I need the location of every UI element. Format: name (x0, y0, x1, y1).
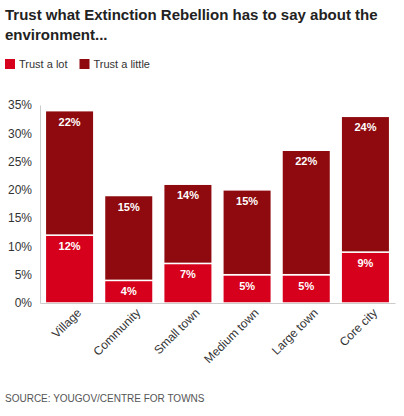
y-tick-label: 15% (8, 211, 32, 225)
x-tick: Large town (269, 303, 321, 358)
x-axis: VillageCommunitySmall townMedium townLar… (41, 303, 396, 366)
bar (164, 263, 213, 303)
bar (223, 275, 272, 303)
x-tick-label: Core city (337, 306, 380, 349)
chart: Trust what Extinction Rebellion has to s… (0, 0, 404, 416)
y-tick: 0% (15, 296, 40, 310)
y-axis-line (40, 106, 41, 304)
y-tick: 10% (8, 240, 40, 254)
x-axis-line (41, 303, 396, 304)
data-label: 7% (180, 268, 196, 280)
bar (341, 116, 390, 252)
x-tick-label: Village (49, 305, 84, 340)
title: Trust what Extinction Rebellion has to s… (5, 6, 378, 43)
y-tick-label: 10% (8, 240, 32, 254)
y-tick-label: 30% (8, 127, 32, 141)
y-tick-label: 20% (8, 183, 32, 197)
data-labels: 12% 4% 7% 5% 5% 9% 22% 15% 14% 15% 22% 24% (59, 116, 377, 298)
y-tick-label: 5% (15, 268, 33, 282)
bars (45, 111, 389, 303)
data-label: 15% (236, 195, 258, 207)
y-tick-label: 35% (8, 98, 32, 112)
bar (45, 111, 94, 235)
bar (223, 190, 272, 275)
y-tick-label: 25% (8, 155, 32, 169)
x-tick: Medium town (201, 303, 261, 366)
y-tick: 25% (8, 155, 40, 169)
x-tick-label: Large town (269, 306, 321, 358)
data-label: 24% (354, 121, 376, 133)
source: SOURCE: YOUGOV/CENTRE FOR TOWNS (5, 393, 205, 404)
legend-label: Trust a little (94, 58, 150, 70)
data-label: 4% (121, 285, 137, 297)
y-tick-label: 0% (15, 296, 33, 310)
bar (104, 196, 153, 281)
legend-swatch (80, 59, 90, 69)
x-tick: Small town (151, 303, 202, 357)
y-axis: 0% 5% 10% 15% 20% 25% 30% 35% (8, 98, 41, 310)
data-label: 12% (59, 240, 81, 252)
y-tick: 15% (8, 211, 40, 225)
y-tick: 5% (15, 268, 40, 282)
bar (341, 252, 390, 303)
data-label: 14% (177, 189, 199, 201)
data-label: 9% (357, 257, 373, 269)
data-label: 15% (118, 201, 140, 213)
bar (282, 150, 331, 274)
legend: Trust a lot Trust a little (5, 58, 150, 70)
bar (45, 235, 94, 303)
data-label: 22% (295, 155, 317, 167)
y-tick: 35% (8, 98, 40, 112)
x-tick: Village (49, 303, 84, 341)
plot: 0% 5% 10% 15% 20% 25% 30% 35% 12% 4% 7% 5% 5% 9% 22% 15… (8, 98, 396, 366)
x-tick-label: Medium town (201, 306, 261, 366)
legend-label: Trust a lot (19, 58, 68, 70)
bar (104, 280, 153, 303)
legend-swatch (5, 59, 15, 69)
bar (282, 275, 331, 303)
data-label: 5% (239, 280, 255, 292)
x-tick-label: Small town (151, 306, 202, 357)
x-tick: Community (91, 303, 144, 359)
x-tick-label: Community (91, 306, 144, 359)
x-tick: Core city (337, 303, 380, 349)
y-tick: 30% (8, 127, 40, 141)
bar (164, 184, 213, 263)
data-label: 22% (59, 116, 81, 128)
data-label: 5% (298, 280, 314, 292)
y-tick: 20% (8, 183, 40, 197)
